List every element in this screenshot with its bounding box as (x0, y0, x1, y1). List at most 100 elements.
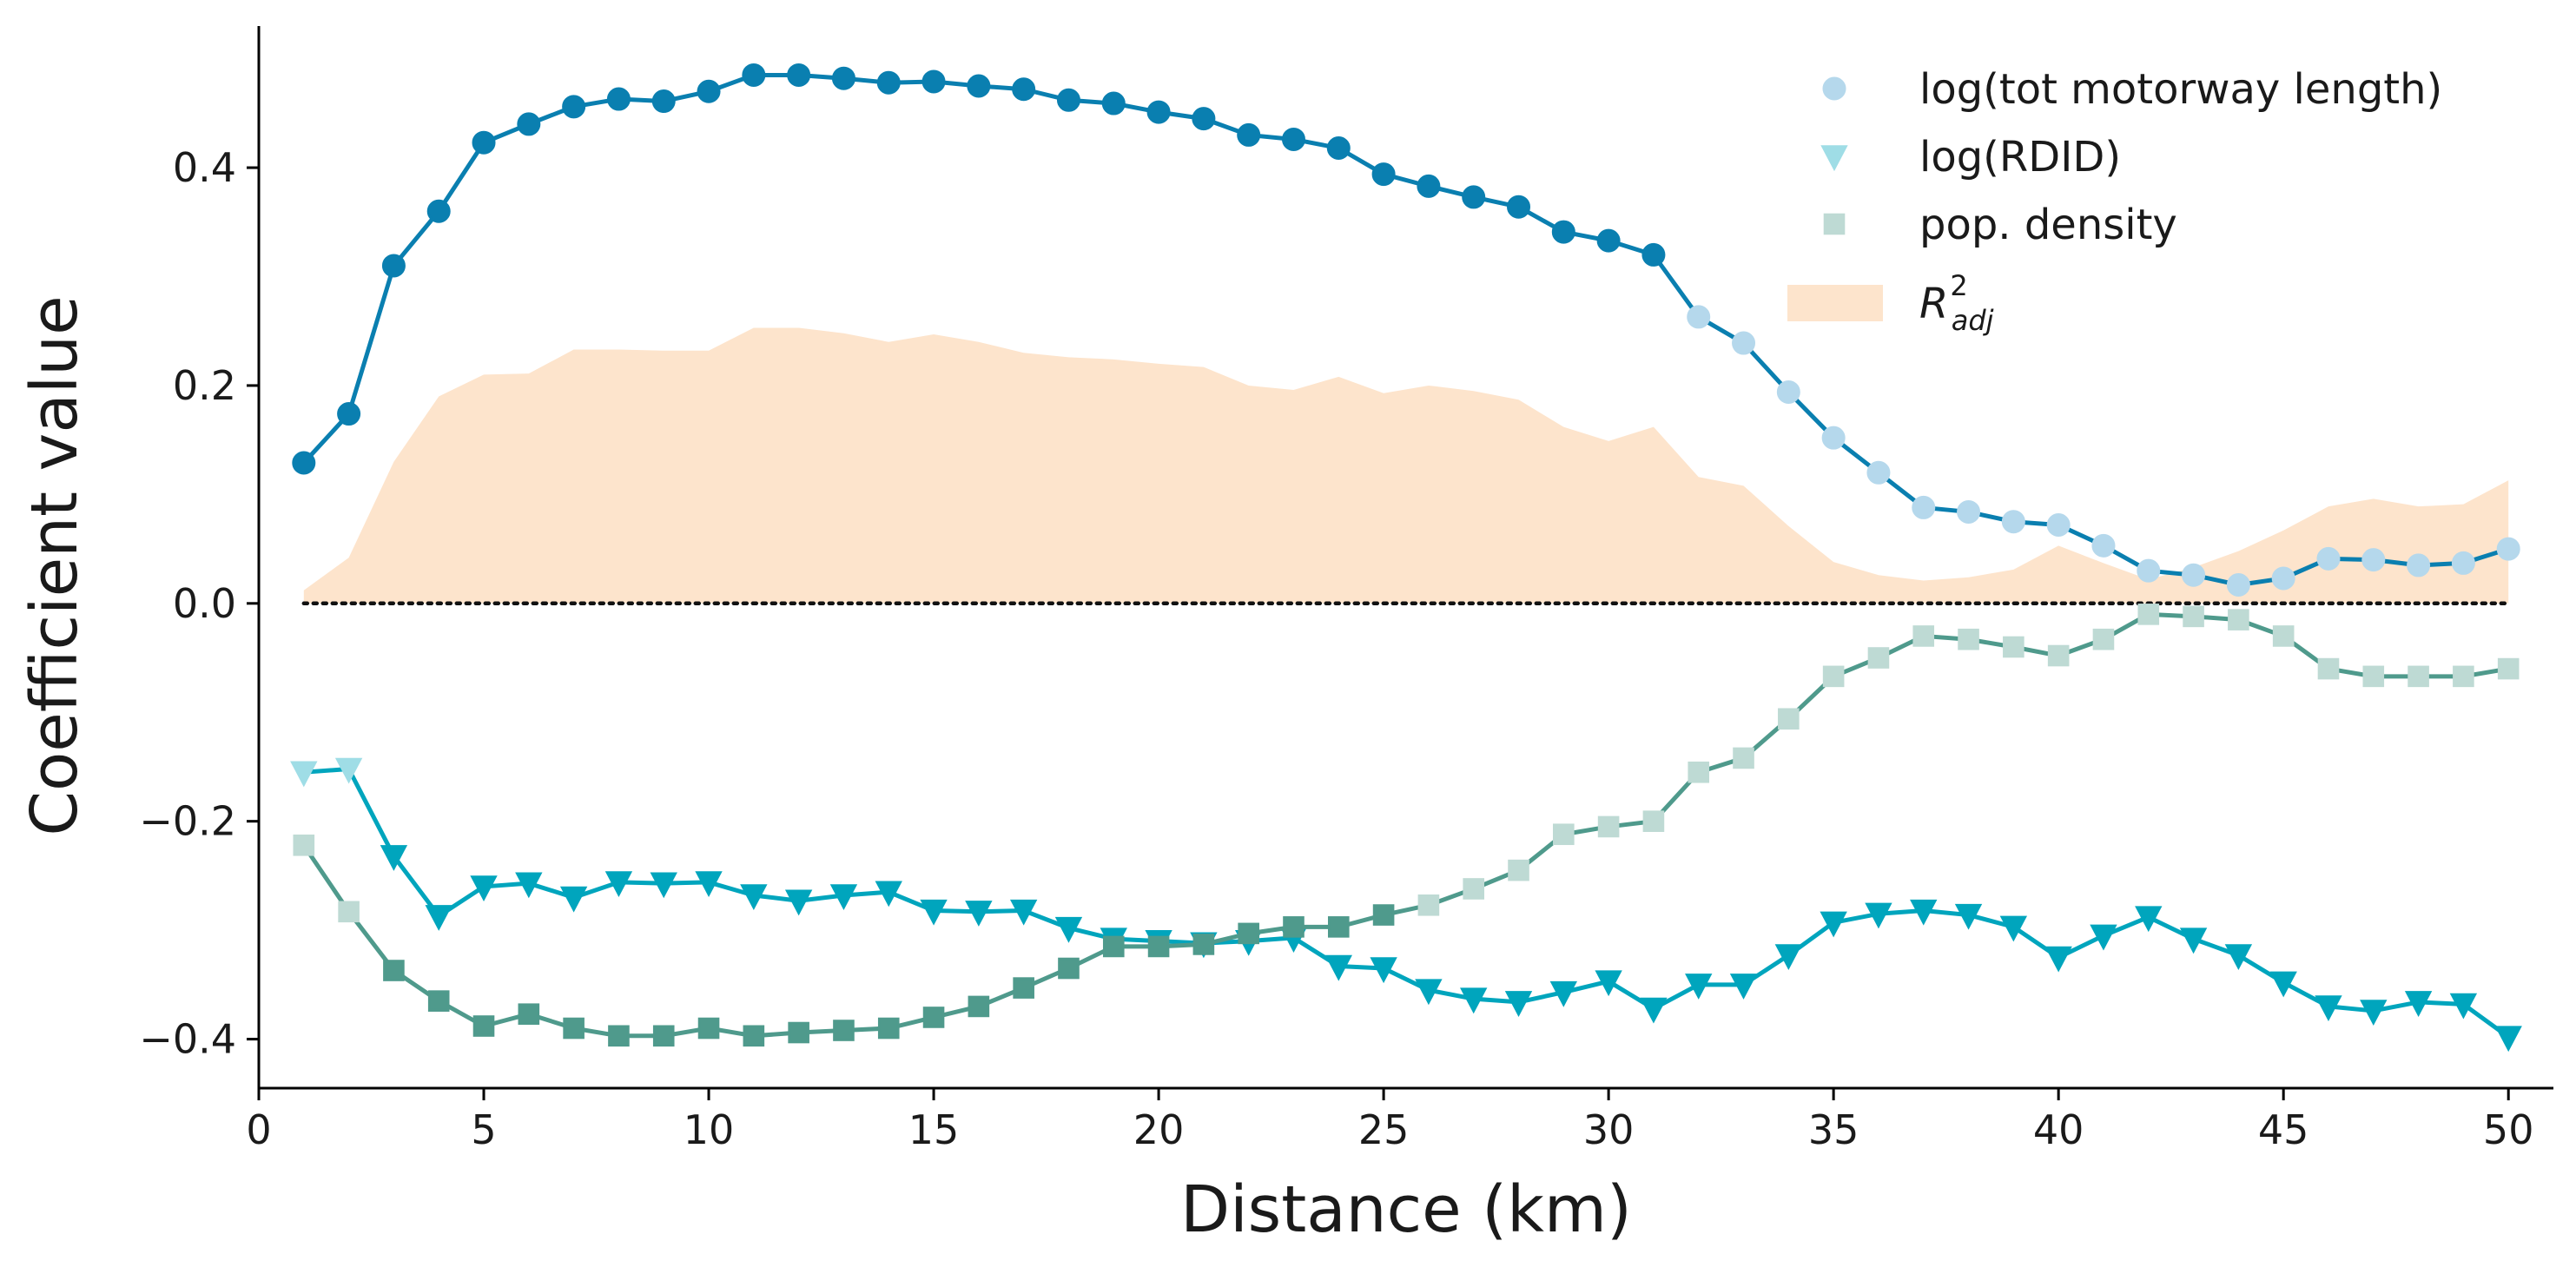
series-1-point (2090, 924, 2117, 951)
series-0-point (2451, 551, 2475, 575)
series-0-point (1732, 331, 1756, 355)
series-2-point (1283, 916, 1305, 938)
series-2-point (1102, 935, 1125, 958)
series-2-point (922, 1007, 945, 1028)
series-1-point (1054, 916, 1083, 943)
series-0-point (606, 87, 631, 111)
series-1-point (2044, 946, 2072, 973)
series-2 (293, 604, 2520, 1047)
series-1-point (1549, 980, 1577, 1007)
series-0-point (2226, 572, 2250, 597)
series-2-point (1822, 665, 1845, 688)
series-2-point (2497, 657, 2520, 680)
series-2-point (1238, 922, 1259, 945)
series-0-point (967, 74, 991, 98)
series-2-point (1058, 957, 1080, 980)
series-1-point (1685, 974, 1713, 1000)
x-tick-label: 35 (1808, 1106, 1859, 1153)
series-2-point (427, 990, 450, 1012)
x-tick-label: 40 (2033, 1106, 2084, 1153)
series-0-point (1012, 77, 1036, 102)
series-2-point (1463, 878, 1485, 900)
series-0-point (1192, 107, 1216, 131)
series-0-point (1056, 88, 1080, 112)
series-0-point (1596, 228, 1621, 253)
series-2-point (1688, 761, 1710, 783)
series-2-point (2137, 604, 2160, 625)
series-0-point (426, 199, 451, 223)
series-1-point (2224, 944, 2253, 971)
series-1-point (559, 886, 588, 913)
series-0-point (1641, 242, 1666, 267)
series-1-point (1774, 944, 1803, 971)
series-1-point (650, 872, 677, 899)
x-tick-label: 20 (1133, 1106, 1185, 1153)
x-tick-label: 10 (684, 1106, 735, 1153)
series-0-point (742, 63, 766, 87)
series-1-point (875, 881, 902, 908)
series-0-point (2407, 553, 2431, 578)
series-1-point (1370, 957, 1397, 984)
legend-label-2: pop. density (1919, 201, 2177, 249)
series-1-point (2179, 927, 2208, 954)
y-tick-label: −0.4 (139, 1016, 236, 1063)
series-0-point (2046, 512, 2071, 537)
series-1-point (2404, 991, 2433, 1017)
series-2-point (1553, 823, 1575, 846)
series-1-point (1460, 987, 1488, 1014)
series-0-point (1237, 122, 1261, 147)
legend-area-swatch (1787, 285, 1883, 321)
series-0-point (1776, 380, 1800, 404)
legend: log(tot motorway length) log(RDID) pop. de… (1787, 65, 2442, 337)
series-1-point (2135, 906, 2163, 933)
series-2-point (1778, 708, 1800, 730)
series-2-point (2003, 636, 2024, 658)
series-2-point (518, 1003, 540, 1026)
x-tick-label: 15 (908, 1106, 960, 1153)
series-1-point (1865, 902, 1892, 929)
series-0-point (1957, 499, 1981, 524)
series-2-point (1508, 859, 1529, 881)
series-2-point (472, 1015, 495, 1037)
series-2-point (2453, 665, 2474, 688)
series-2-point (743, 1025, 765, 1047)
y-tick-label: 0.2 (173, 362, 236, 409)
series-1-point (515, 872, 543, 899)
series-1-point (1910, 899, 1938, 926)
series-1-point (965, 901, 993, 927)
series-1-point (784, 889, 813, 916)
series-0-point (2091, 533, 2116, 558)
series-1-point (425, 905, 452, 931)
series-2-point (2317, 657, 2340, 680)
y-tick-label: 0.0 (173, 580, 236, 627)
series-0-point (2271, 566, 2295, 591)
y-tick-label: −0.2 (139, 798, 236, 845)
x-axis-label: Distance (km) (1180, 1172, 1632, 1247)
series-2-point (877, 1017, 900, 1040)
series-0-point (1551, 220, 1575, 244)
series-2-point (1597, 815, 1620, 838)
series-2-point (608, 1025, 630, 1047)
legend-label-r2adj: R2 adj (1919, 269, 1994, 337)
series-0-point (2316, 546, 2341, 571)
series-1-point (380, 845, 408, 871)
series-2-point (293, 834, 315, 856)
x-tick-label: 0 (246, 1106, 271, 1153)
series-2-point (2228, 609, 2249, 630)
series-2-point (2092, 628, 2115, 650)
y-tick-label: 0.4 (173, 144, 236, 191)
series-0-point (1146, 100, 1171, 124)
series-0-point (381, 254, 406, 278)
series-1-point (1729, 974, 1758, 1000)
series-2-point (383, 960, 405, 981)
series-0-point (787, 63, 811, 87)
legend-marker-0 (1822, 76, 1846, 101)
series-line-1 (303, 766, 2510, 1040)
series-2-point (788, 1021, 809, 1044)
series-1-point (1324, 954, 1352, 981)
series-1-point (1504, 991, 1533, 1017)
r2-adj-area (303, 327, 2509, 604)
series-2-point (1013, 977, 1034, 999)
series-0-point (517, 112, 541, 136)
